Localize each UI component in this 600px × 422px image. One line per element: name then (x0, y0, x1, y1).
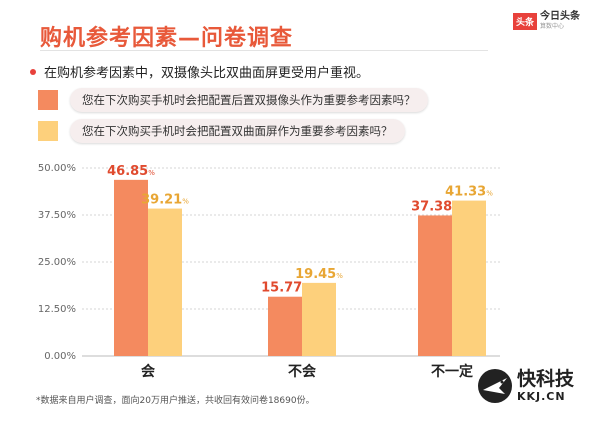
bar (452, 200, 486, 356)
brand-sub: 算数中心 (540, 23, 565, 30)
bar (148, 208, 182, 356)
category-label: 会 (141, 363, 156, 380)
brand-text: 今日头条 算数中心 (540, 12, 580, 30)
subtitle: 在购机参考因素中，双摄像头比双曲面屏更受用户重视。 (30, 62, 369, 81)
logo-main: 快科技 (516, 368, 574, 390)
bar-value-label: 19.45% (295, 267, 343, 282)
y-tick-label: 12.50% (38, 304, 76, 315)
logo-sub: KKJ.CN (516, 390, 566, 403)
brand-logo: 头条 今日头条 算数中心 (512, 12, 580, 30)
footnote: *数据来自用户调查，面向20万用户推送，共收回有效问卷18690份。 (36, 396, 315, 406)
legend-swatch-camera (38, 90, 58, 110)
logo-text: 快科技 KKJ.CN (516, 368, 574, 403)
kkj-logo: 快科技 KKJ.CN (477, 368, 574, 404)
bullet-icon (30, 68, 36, 75)
legend-item-camera: 您在下次购买手机时会把配置后置双摄像头作为重要参考因素吗？ (38, 88, 428, 112)
bar (268, 296, 302, 356)
legend-text-camera: 您在下次购买手机时会把配置后置双摄像头作为重要参考因素吗？ (70, 88, 428, 112)
category-label: 不一定 (431, 363, 473, 380)
subtitle-text: 在购机参考因素中，双摄像头比双曲面屏更受用户重视。 (44, 66, 370, 81)
y-tick-label: 50.00% (38, 163, 76, 174)
legend-swatch-curved (38, 121, 58, 141)
bird-logo-icon (477, 369, 512, 403)
bar (418, 215, 452, 356)
legend-text-curved: 您在下次购买手机时会把配置双曲面屏作为重要参考因素吗？ (70, 119, 405, 143)
bar (302, 282, 336, 356)
legend-item-curved: 您在下次购买手机时会把配置双曲面屏作为重要参考因素吗？ (38, 119, 405, 143)
page-title: 购机参考因素—问卷调查 (40, 26, 294, 51)
y-tick-label: 0.00% (44, 351, 76, 362)
bar (114, 179, 148, 356)
bar-value-label: 46.85% (107, 164, 155, 179)
category-label: 不会 (288, 363, 317, 380)
title-divider (40, 50, 488, 51)
bar-value-label: 39.21% (141, 193, 189, 208)
bar-value-label: 41.33% (445, 185, 493, 200)
brand-box: 头条 (512, 12, 537, 30)
y-tick-label: 37.50% (38, 210, 76, 221)
brand-main: 今日头条 (540, 11, 580, 22)
y-tick-label: 25.00% (38, 257, 76, 268)
